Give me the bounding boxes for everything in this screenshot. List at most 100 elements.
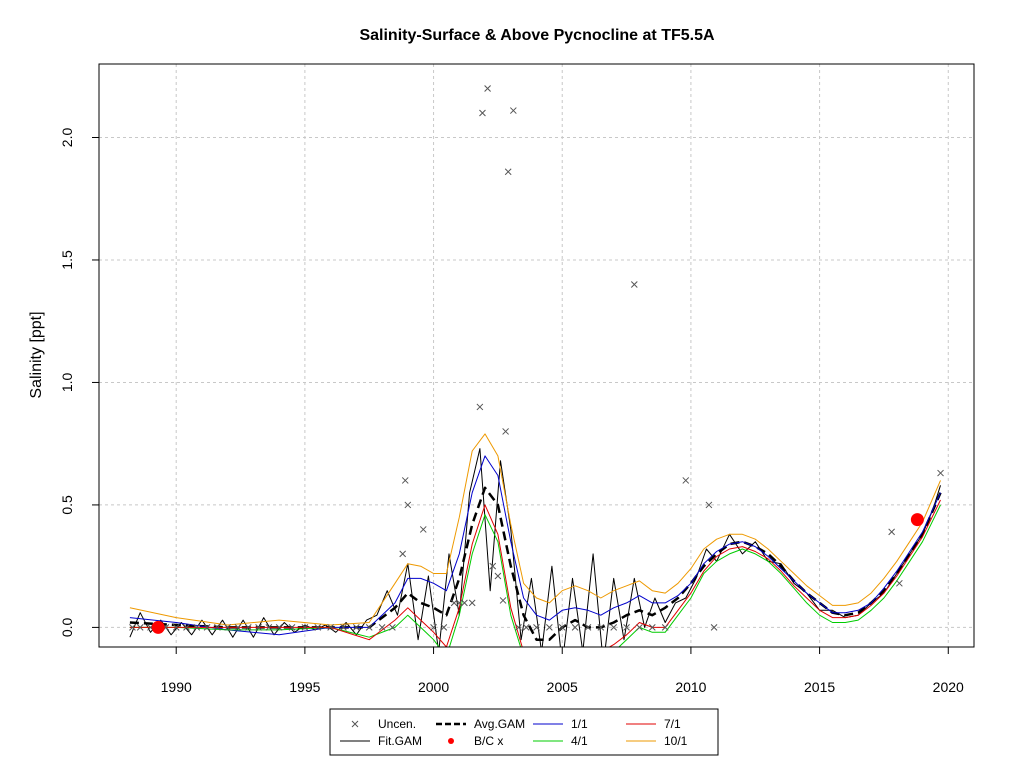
legend-b-c-x-symbol — [448, 738, 454, 744]
legend-uncen--label: Uncen. — [378, 717, 416, 731]
uncen-point — [365, 624, 373, 631]
y-axis-label: Salinity [ppt] — [28, 311, 45, 398]
plot-series — [129, 433, 942, 647]
x-tick-label: 2005 — [547, 679, 578, 695]
legend-b-c-x-label: B/C x — [474, 734, 503, 748]
uncen-point — [450, 599, 458, 607]
y-axis: 0.0 0.5 1.0 1.5 2.0 — [59, 128, 99, 637]
uncen-point — [937, 469, 944, 477]
uncen-point — [888, 528, 896, 536]
uncen-point — [509, 107, 517, 114]
uncen-point — [661, 624, 669, 631]
uncen-point — [571, 624, 579, 631]
bc-point — [151, 620, 165, 634]
uncen-point — [255, 624, 262, 631]
uncen-point — [419, 526, 427, 533]
uncen-point — [502, 428, 509, 435]
uncen-point — [682, 477, 690, 484]
y-tick-label: 2.0 — [59, 128, 75, 148]
uncen-point — [275, 624, 283, 631]
uncen-point — [533, 624, 540, 631]
uncen-point — [597, 624, 605, 631]
uncen-point — [136, 624, 144, 631]
uncen-point — [489, 562, 497, 570]
plot-points — [129, 85, 944, 634]
x-tick-label: 1995 — [289, 679, 320, 695]
series-line-1-1 — [129, 455, 941, 636]
uncen-point — [378, 624, 386, 631]
uncen-point — [389, 624, 396, 631]
series-line-7-1 — [129, 499, 941, 647]
bc-point — [910, 513, 924, 527]
uncen-point — [401, 477, 409, 484]
uncen-point — [352, 624, 360, 631]
legend-box — [329, 708, 719, 756]
uncen-point — [455, 599, 463, 607]
uncen-point — [710, 624, 718, 631]
x-tick-label: 2020 — [933, 679, 964, 695]
uncen-point — [265, 624, 273, 631]
x-axis: 1990 1995 2000 2005 2010 2015 2020 — [161, 646, 964, 695]
legend-uncen--symbol — [351, 720, 359, 728]
legend-7-1-label: 7/1 — [664, 717, 681, 731]
uncen-point — [301, 624, 309, 631]
legend-1-1-label: 1/1 — [571, 717, 588, 731]
legend-avg-gam-label: Avg.GAM — [474, 717, 525, 731]
uncen-point — [193, 624, 201, 631]
legend: Uncen. Avg.GAM 1/1 7/1 Fit.GAM B/C x 4/1 10/1 — [329, 708, 719, 756]
uncen-point — [476, 403, 484, 411]
plot-frame — [98, 63, 975, 648]
uncen-point — [468, 599, 476, 607]
uncen-point — [515, 624, 522, 631]
uncen-point — [896, 579, 903, 587]
uncen-point — [288, 624, 296, 631]
uncen-point — [399, 550, 407, 558]
series-line-4-1 — [129, 504, 941, 647]
legend-10-1-label: 10/1 — [664, 734, 688, 748]
legend-4-1-label: 4/1 — [571, 734, 588, 748]
y-tick-label: 0.5 — [59, 495, 75, 515]
y-tick-label: 1.5 — [59, 250, 75, 270]
x-tick-label: 2015 — [804, 679, 835, 695]
uncen-point — [546, 624, 553, 631]
uncen-point — [327, 624, 334, 631]
x-tick-label: 2000 — [418, 679, 449, 695]
uncen-point — [244, 624, 252, 631]
uncen-point — [584, 624, 592, 631]
uncen-point — [234, 624, 242, 631]
x-tick-label: 2010 — [675, 679, 706, 695]
uncen-point — [340, 624, 347, 631]
uncen-point — [499, 597, 507, 604]
y-tick-label: 1.0 — [59, 373, 75, 393]
uncen-point — [479, 109, 486, 117]
uncen-point — [440, 624, 448, 631]
uncen-point — [522, 624, 530, 631]
uncen-point — [129, 624, 136, 631]
uncen-point — [504, 168, 512, 176]
uncen-point — [610, 624, 618, 631]
uncen-point — [623, 624, 630, 631]
uncen-point — [630, 281, 638, 288]
uncen-point — [172, 624, 180, 631]
uncen-point — [461, 599, 468, 607]
uncen-point — [636, 624, 643, 631]
series-line-10-1 — [129, 433, 941, 626]
uncen-point — [183, 624, 190, 631]
uncen-point — [314, 624, 322, 631]
uncen-point — [648, 624, 656, 631]
y-tick-label: 0.0 — [59, 617, 75, 637]
x-tick-label: 1990 — [161, 679, 192, 695]
uncen-point — [494, 572, 502, 580]
uncen-point — [203, 624, 211, 631]
uncen-point — [224, 624, 232, 631]
uncen-point — [404, 501, 412, 509]
uncen-point — [484, 85, 491, 92]
uncen-point — [558, 624, 566, 631]
chart-title: Salinity-Surface & Above Pycnocline at T… — [359, 27, 715, 44]
gridlines — [99, 64, 974, 647]
series-line-avg-gam — [129, 486, 942, 641]
legend-fit-gam-label: Fit.GAM — [378, 734, 422, 748]
uncen-point — [430, 624, 437, 631]
uncen-point — [705, 501, 713, 509]
